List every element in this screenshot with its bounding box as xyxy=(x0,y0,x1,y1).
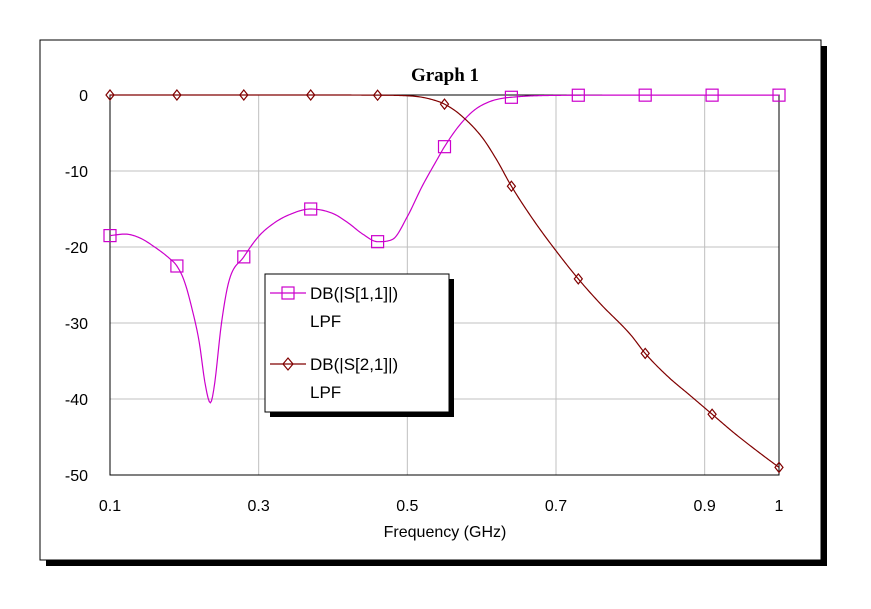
legend-marker-diamond xyxy=(282,357,294,371)
data-point-square xyxy=(504,90,518,104)
legend-box xyxy=(264,273,450,413)
data-point-diamond xyxy=(774,461,784,474)
data-point-diamond xyxy=(172,89,182,101)
legend: DB(|S[1,1]|) LPF DB(|S[2,1]|) LPF xyxy=(264,273,454,417)
x-tick-label: 0.7 xyxy=(545,498,567,515)
data-point-diamond xyxy=(305,89,316,101)
data-point-diamond xyxy=(707,408,717,421)
y-tick-label: -50 xyxy=(65,468,88,485)
data-point-diamond xyxy=(105,89,115,101)
y-tick-label: -30 xyxy=(65,316,88,333)
data-point-diamond xyxy=(372,89,383,102)
series-line-s21 xyxy=(110,94,780,468)
y-tick-label: -10 xyxy=(65,164,88,181)
data-point-square xyxy=(237,250,251,264)
legend-label-s21: DB(|S[2,1]|) xyxy=(310,355,398,374)
data-point-square xyxy=(772,88,786,102)
data-point-square xyxy=(705,88,719,102)
x-tick-label: 1 xyxy=(775,498,784,515)
legend-label-s11: DB(|S[1,1]|) xyxy=(310,284,398,303)
data-point-diamond xyxy=(506,180,517,193)
x-tick-labels: 0.1 0.3 0.5 0.7 0.9 1 xyxy=(99,498,784,515)
x-axis-label: Frequency (GHz) xyxy=(384,524,507,541)
plot-area xyxy=(109,94,780,476)
legend-marker-square xyxy=(281,286,295,300)
x-tick-label: 0.3 xyxy=(248,498,270,515)
data-point-square xyxy=(638,88,652,102)
data-point-square xyxy=(437,140,452,154)
legend-sub-s21: LPF xyxy=(310,383,341,402)
data-point-diamond xyxy=(439,98,450,111)
legend-sub-s11: LPF xyxy=(310,312,341,331)
series-line-s11 xyxy=(109,94,779,404)
y-tick-label: -20 xyxy=(65,240,88,257)
y-tick-labels: 0 -10 -20 -30 -40 -50 xyxy=(65,88,88,485)
data-point-diamond xyxy=(239,89,249,101)
x-tick-label: 0.9 xyxy=(694,498,716,515)
data-point-square xyxy=(170,259,184,273)
data-point-diamond xyxy=(573,272,584,285)
series-layer xyxy=(103,88,786,474)
data-point-square xyxy=(103,229,117,243)
chart-title: Graph 1 xyxy=(411,65,479,86)
y-tick-label: 0 xyxy=(79,88,88,105)
y-tick-label: -40 xyxy=(65,392,88,409)
data-point-square xyxy=(371,235,385,249)
data-point-diamond xyxy=(640,347,650,360)
x-tick-label: 0.1 xyxy=(99,498,121,515)
x-tick-label: 0.5 xyxy=(396,498,418,515)
data-point-square xyxy=(571,88,585,102)
data-point-square xyxy=(304,202,318,216)
